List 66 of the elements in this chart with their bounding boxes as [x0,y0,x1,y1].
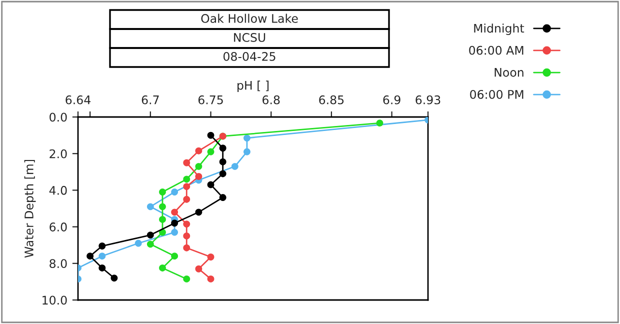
point [134,240,142,247]
point [159,188,166,196]
x-tick-label: 6.64 [66,95,90,104]
point [183,244,190,252]
point [183,176,190,183]
point [207,254,214,260]
point [219,170,226,178]
legend-label: 06:00 AM [469,46,524,55]
point [159,203,166,210]
point [243,134,250,142]
y-axis-title: Water Depth [m] [24,160,36,258]
point [171,220,178,227]
point [195,208,202,216]
point [146,240,154,248]
y-tick-label: 6.0 [50,222,67,232]
point [171,208,178,216]
point [98,252,106,260]
point [195,147,202,154]
x-tick-label: 6.75 [198,95,223,104]
point [86,252,94,260]
point [183,232,190,240]
y-tick-label: 2.0 [50,149,67,158]
y-tick-label: 0.0 [50,112,67,122]
legend-label: Midnight [474,24,524,36]
y-tick-label: 8.0 [50,259,67,268]
point [146,203,154,210]
point [243,148,250,156]
point [207,148,214,156]
x-axis-title: pH [ ] [238,80,269,92]
point [183,159,190,166]
text: 08-04-25 [223,52,276,61]
point [159,216,166,223]
point [98,242,106,250]
point [195,265,202,272]
x-tick-label: 6.93 [416,95,440,104]
legend-label: Noon [494,68,524,77]
point [98,264,106,272]
x-tick-label: 6.7 [142,95,159,104]
point [219,144,226,152]
chart-title: Oak Hollow Lake [201,14,298,23]
point [195,173,202,180]
point [207,181,214,188]
point [207,132,214,139]
point [110,274,118,282]
chart-subtitle: NCSU [234,32,266,42]
point [183,196,190,203]
x-tick-label: 6.8 [262,95,280,104]
point [376,120,384,127]
point [219,158,226,166]
x-tick-label: 6.9 [383,95,400,104]
point [183,183,190,190]
point [171,228,178,236]
point [219,194,226,201]
point [146,232,154,239]
y-tick-label: 10.0 [42,296,67,305]
point [195,162,202,170]
y-tick-label: 4.0 [49,186,67,195]
point [183,275,190,282]
point [207,275,214,282]
point [171,252,178,260]
legend-label: 06:00 PM [470,90,524,99]
point [231,162,238,170]
x-tick-label: 6.85 [319,95,344,104]
point [171,188,178,196]
point [159,264,166,272]
point [183,220,190,228]
